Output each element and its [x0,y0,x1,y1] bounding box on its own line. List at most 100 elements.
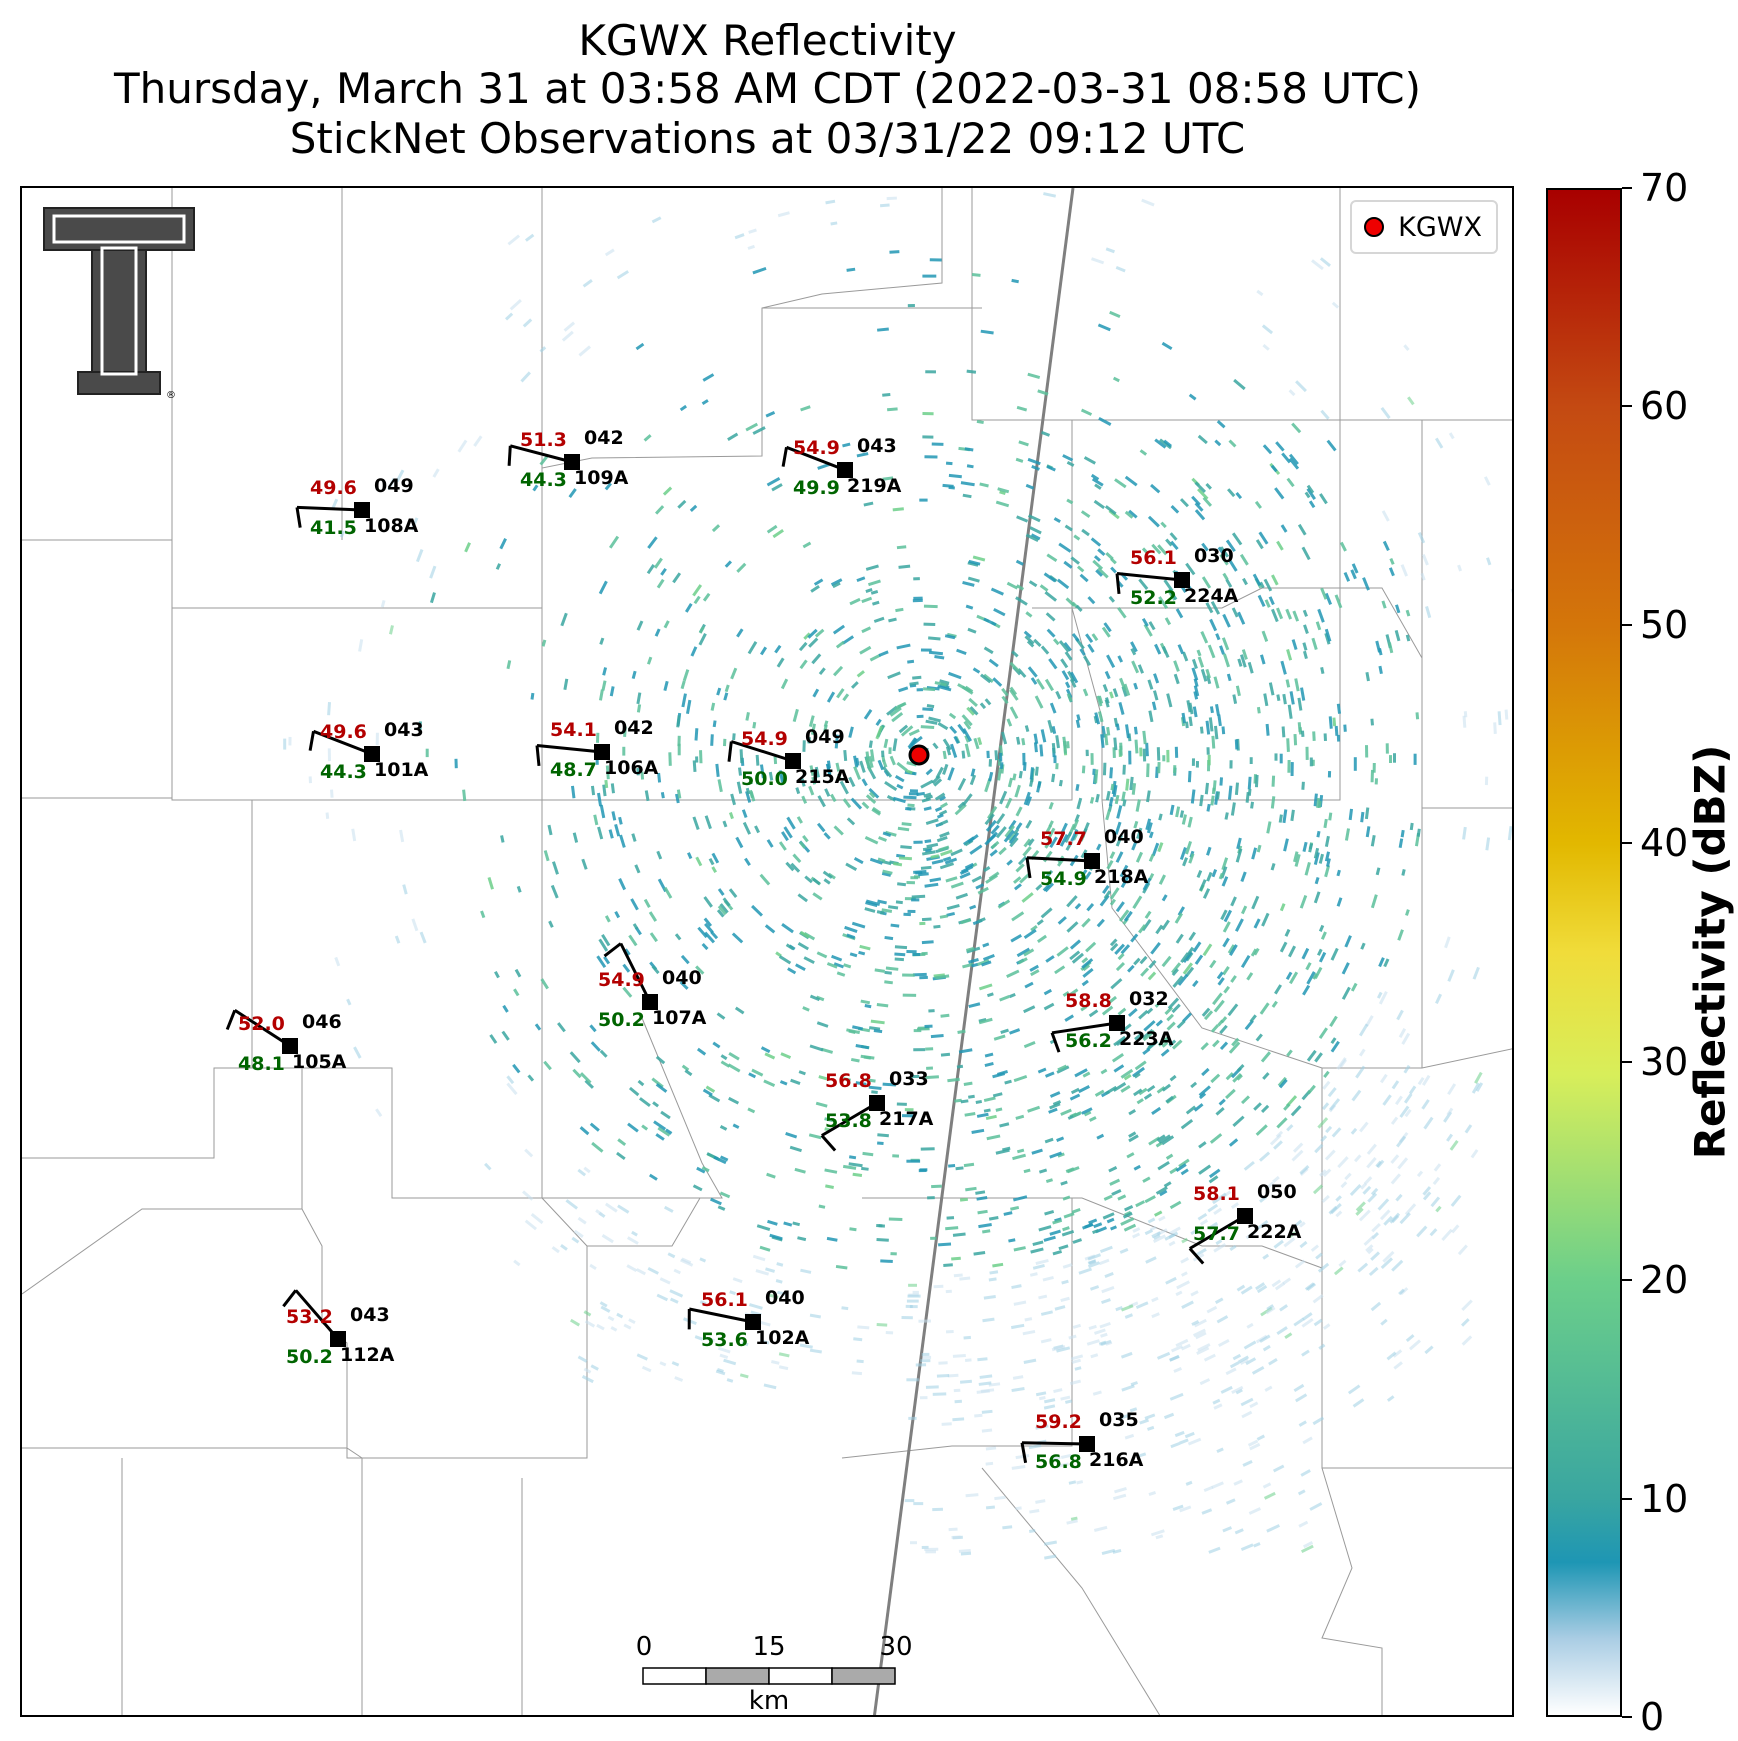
station-dewpoint: 52.2 [1130,587,1177,609]
wind-barb-shaft [730,740,794,763]
station-marker [785,753,801,769]
colorbar-tick-mark [1622,842,1632,845]
station-temperature: 52.0 [238,1013,285,1035]
radar-site-marker [908,744,930,766]
stations-layer [225,444,1253,1464]
legend-label: KGWX [1398,211,1482,243]
station-id: 223A [1119,1028,1174,1050]
station-marker [594,744,610,760]
wind-barb-flag [282,1289,297,1308]
station-temperature: 54.9 [793,437,840,459]
map-legend: KGWX [1350,200,1498,254]
colorbar-tick-label: 10 [1640,1476,1689,1521]
station-temperature: 58.1 [1193,1183,1240,1205]
station-pressure: 033 [889,1068,929,1090]
station-pressure: 043 [857,435,897,457]
station-dewpoint: 56.8 [1035,1451,1082,1473]
wind-barb-shaft [785,445,846,472]
colorbar-tick-mark [1622,1716,1632,1718]
wind-barb-shaft [536,744,603,754]
station-id: 107A [652,1007,707,1029]
colorbar-tick-label: 50 [1640,602,1689,647]
texas-tech-logo: ® [43,207,195,401]
station-temperature: 51.3 [520,429,567,451]
svg-text:®: ® [166,390,176,401]
station-temperature: 59.2 [1035,1411,1082,1433]
wind-barb-shaft [1051,1021,1118,1035]
station-pressure: 032 [1129,988,1169,1010]
wind-barb-shaft [689,1307,754,1324]
station-dewpoint: 53.8 [825,1110,872,1132]
colorbar-tick-label: 20 [1640,1258,1689,1303]
wind-barb-shaft [296,505,363,512]
radar-echoes [283,192,1512,1560]
station-dewpoint: 53.6 [701,1329,748,1351]
station-id: 216A [1089,1449,1144,1471]
station-dewpoint: 56.2 [1065,1030,1112,1052]
station-id: 217A [879,1108,934,1130]
station-dewpoint: 48.7 [550,759,597,781]
station-id: 106A [604,757,659,779]
wind-barb-shaft [1021,1441,1088,1446]
station-temperature: 56.8 [825,1070,872,1092]
station-marker [837,462,853,478]
station-temperature: 54.9 [598,969,645,991]
wind-barb-shaft [294,1289,340,1340]
scale-unit: km [748,1686,790,1716]
colorbar-tick-mark [1622,1497,1632,1500]
county-boundaries [22,188,1512,1715]
station-pressure: 046 [302,1011,342,1033]
station-dewpoint: 49.9 [793,477,840,499]
station-id: 108A [364,515,419,537]
station-id: 109A [574,467,629,489]
station-dewpoint: 41.5 [310,517,357,539]
station-id: 218A [1094,866,1149,888]
station-dewpoint: 50.2 [598,1009,645,1031]
wind-barb-flag [535,745,541,767]
station-pressure: 042 [584,427,624,449]
station-pressure: 043 [384,719,424,741]
colorbar-title: Reflectivity (dBZ) [1685,744,1735,1160]
colorbar-tick-mark [1622,405,1632,408]
state-boundary [873,188,1075,1715]
wind-barb-shaft [233,1009,291,1048]
wind-barb-shaft [821,1101,878,1137]
station-id: 112A [340,1344,395,1366]
station-dewpoint: 44.3 [320,761,367,783]
colorbar-tick-mark [1622,1279,1632,1282]
colorbar-tick-label: 40 [1640,821,1689,866]
wind-barb-flag [820,1134,837,1152]
station-id: 215A [795,766,850,788]
station-id: 102A [755,1327,810,1349]
station-temperature: 49.6 [320,721,367,743]
wind-barb-flag [1050,1032,1061,1053]
station-marker [1079,1436,1095,1452]
station-dewpoint: 54.9 [1040,868,1087,890]
station-marker [282,1038,298,1054]
station-temperature: 49.6 [310,477,357,499]
station-id: 105A [292,1051,347,1073]
wind-barb-flag [1020,1442,1028,1464]
wind-barb-shaft [1026,856,1093,863]
station-id: 101A [374,759,429,781]
station-marker [745,1314,761,1330]
station-temperature: 54.1 [550,719,597,741]
colorbar-tick-label: 70 [1640,166,1689,210]
station-marker [1084,853,1100,869]
colorbar-tick-mark [1622,623,1632,626]
colorbar-tick-label: 60 [1640,384,1689,429]
wind-barb-flag [295,507,302,528]
station-pressure: 049 [374,475,414,497]
station-marker [869,1095,885,1111]
colorbar [1546,188,1622,1717]
station-id: 219A [847,475,902,497]
wind-barb-shaft [1189,1214,1246,1250]
radar-map[interactable]: ® KGWX 49.6 049 41.5 108A 51.3 042 44.3 109A 54.… [20,186,1514,1717]
station-marker [642,994,658,1010]
station-pressure: 050 [1257,1181,1297,1203]
wind-barb-shaft [1116,572,1183,582]
station-temperature: 57.7 [1040,828,1087,850]
title-line-3: StickNet Observations at 03/31/22 09:12 … [289,114,1246,163]
map-canvas: ® [22,188,1512,1715]
colorbar-tick-label: 30 [1640,1039,1689,1084]
